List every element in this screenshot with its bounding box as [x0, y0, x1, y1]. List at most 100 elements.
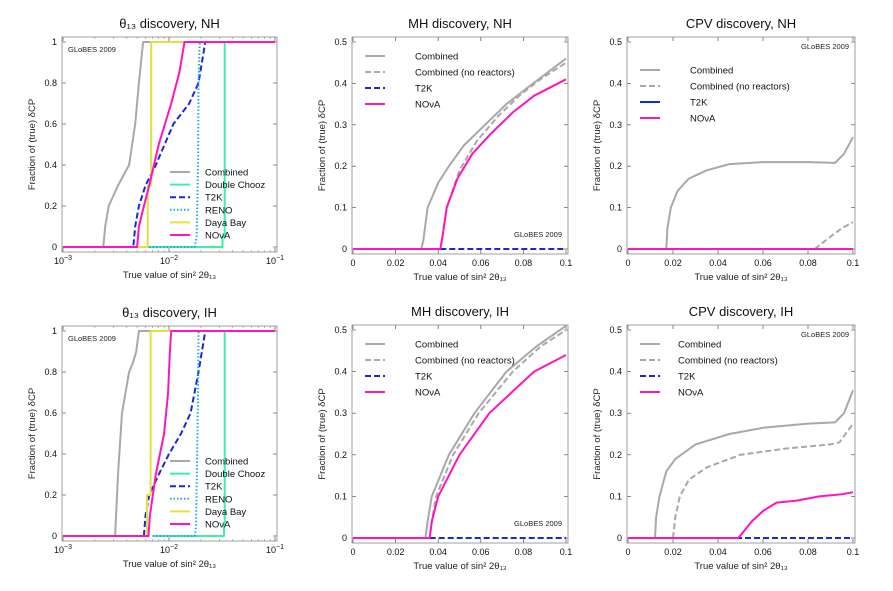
legend-label: NOνA: [678, 388, 704, 399]
chart-title: θ₁₃ discovery, IH: [122, 305, 217, 320]
x-tick-label: 0.1: [560, 258, 573, 268]
x-tick-label: 0.04: [429, 547, 447, 557]
y-tick-label: 0.2: [609, 161, 622, 171]
x-tick-exponent: −1: [276, 255, 284, 262]
panel-5: MH discovery, IH 0 0.1 0.2 0.3 0.4 0.5 0 0.02 0.0…: [317, 304, 572, 572]
x-tick-label: 0.02: [664, 547, 682, 557]
plot-frame: [351, 36, 569, 255]
chart-title: CPV discovery, NH: [686, 16, 796, 31]
x-tick-exponent: −3: [64, 255, 72, 262]
x-tick-label: 0.06: [754, 547, 772, 557]
x-tick-label: 0.04: [709, 547, 727, 557]
panel-3: CPV discovery, NH 0 0.1 0.2 0.3 0.4 0.5 0 0.02 0.…: [592, 16, 859, 283]
series-line-t2k: [63, 330, 275, 537]
y-tick-label: 0.4: [334, 367, 347, 377]
x-tick-label: 0.06: [754, 258, 772, 268]
chart-title: θ₁₃ discovery, NH: [119, 16, 219, 31]
x-tick-label: 0.04: [709, 258, 727, 268]
legend-label: Combined (no reactors): [415, 356, 515, 367]
legend-label: NOνA: [205, 520, 231, 531]
legend-label: T2K: [415, 84, 433, 95]
x-tick-label: 0.08: [515, 258, 533, 268]
legend-label: T2K: [690, 98, 708, 109]
x-tick-label: 10−3: [54, 544, 72, 555]
series-line-combined: [63, 330, 275, 537]
globes-watermark: GLoBES 2009: [514, 519, 562, 528]
series-line-daya-bay: [63, 41, 185, 248]
legend-label: Double Chooz: [205, 469, 265, 480]
series-line-no-a: [628, 491, 854, 539]
y-tick-label: 0.2: [44, 201, 57, 211]
y-tick-label: 0.4: [609, 78, 622, 88]
x-tick-label: 0.02: [387, 258, 405, 268]
x-tick-label: 10−1: [266, 544, 284, 555]
y-tick-label: 0.3: [609, 408, 622, 418]
x-axis-label: True value of sin² 2θ₁₃: [413, 272, 506, 283]
plot-frame: [626, 324, 856, 544]
y-tick-label: 0.3: [334, 120, 347, 130]
x-tick-label: 0: [625, 547, 630, 557]
series-line-reno: [152, 330, 200, 537]
legend-label: Double Chooz: [205, 180, 265, 191]
series-line-combined: [628, 136, 854, 250]
series-line-no-a: [63, 41, 275, 248]
series-line-no-a: [63, 330, 275, 537]
y-tick-label: 0.5: [334, 325, 347, 335]
y-tick-label: 1: [52, 37, 57, 47]
plot-frame: [626, 36, 856, 255]
legend-label: NOνA: [415, 100, 441, 111]
series-line-combined: [628, 389, 854, 539]
x-tick-label: 0.1: [847, 258, 860, 268]
legend-label: T2K: [415, 372, 433, 383]
x-tick-exponent: −3: [64, 544, 72, 551]
legend-label: Combined: [690, 66, 733, 77]
x-tick-label: 0: [625, 258, 630, 268]
x-tick-label: 0.08: [799, 258, 817, 268]
y-tick-label: 0: [52, 531, 57, 541]
y-tick-label: 0.6: [44, 408, 57, 418]
y-axis-label: Fraction of (true) δCP: [317, 388, 328, 479]
x-tick-label: 10−2: [160, 255, 178, 266]
series-line-combined: [63, 41, 275, 248]
legend: Combined Combined (no reactors) T2K NOνA: [640, 340, 778, 399]
series-line-combined-no-reactors-: [814, 221, 854, 250]
y-tick-label: 0: [52, 242, 57, 252]
legend-label: T2K: [205, 193, 223, 204]
series-line-combined: [353, 57, 567, 250]
legend-label: Combined (no reactors): [415, 68, 515, 79]
x-axis-label: True value of sin² 2θ₁₃: [694, 561, 787, 572]
y-axis-label: Fraction of (true) δCP: [27, 388, 38, 479]
chart-title: CPV discovery, IH: [689, 304, 794, 319]
x-tick-exponent: −2: [170, 544, 178, 551]
y-tick-label: 0.2: [44, 490, 57, 500]
x-tick-label: 10−2: [160, 544, 178, 555]
globes-watermark: GLoBES 2009: [514, 230, 562, 239]
y-tick-label: 0.1: [334, 491, 347, 501]
x-tick-label: 0.06: [472, 547, 490, 557]
x-tick-label: 0: [350, 258, 355, 268]
legend-label: RENO: [205, 494, 232, 505]
plot-frame: [61, 36, 278, 253]
x-tick-label: 10−1: [266, 255, 284, 266]
y-tick-label: 0: [342, 533, 347, 543]
panel-4: θ₁₃ discovery, IH 0 0.2 0.4 0.6 0.8 1 10−3 10−2 1…: [27, 305, 284, 570]
panel-2: MH discovery, NH 0 0.1 0.2 0.3 0.4 0.5 0 0.02 0.0…: [317, 16, 572, 283]
series-line-no-a: [353, 354, 567, 539]
legend-label: Combined: [415, 340, 458, 351]
y-tick-label: 1: [52, 326, 57, 336]
y-axis-label: Fraction of (true) δCP: [592, 100, 603, 191]
plot-frame: [61, 325, 278, 542]
globes-watermark: GLoBES 2009: [68, 334, 116, 343]
y-tick-label: 0: [617, 244, 622, 254]
y-tick-label: 0.8: [44, 367, 57, 377]
x-tick-label: 0.06: [472, 258, 490, 268]
y-tick-label: 0.1: [609, 491, 622, 501]
series-line-t2k: [63, 41, 275, 248]
x-tick-label: 0.1: [560, 547, 573, 557]
x-tick-label: 0.1: [847, 547, 860, 557]
x-tick-label: 0.02: [387, 547, 405, 557]
y-tick-label: 0.2: [609, 450, 622, 460]
x-tick-label: 0: [350, 547, 355, 557]
